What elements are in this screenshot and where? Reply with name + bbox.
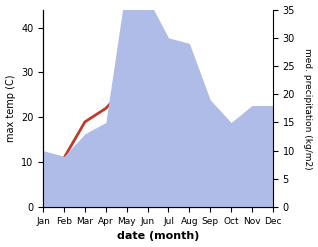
Y-axis label: med. precipitation (kg/m2): med. precipitation (kg/m2)	[303, 48, 313, 169]
X-axis label: date (month): date (month)	[117, 231, 199, 242]
Y-axis label: max temp (C): max temp (C)	[5, 75, 16, 142]
